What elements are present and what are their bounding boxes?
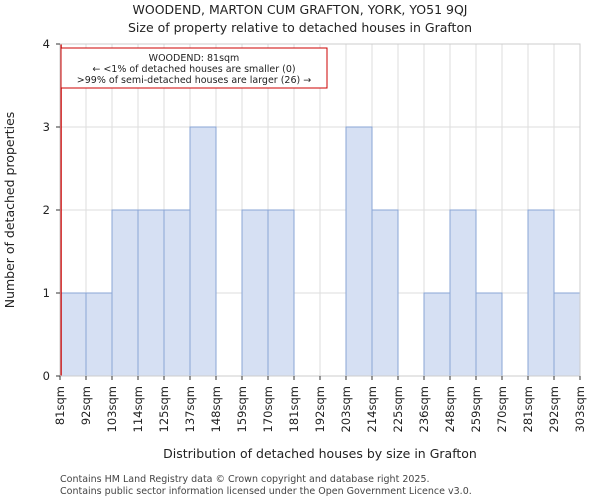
y-axis-label: Number of detached properties	[2, 112, 17, 309]
bar	[345, 126, 373, 377]
x-axis-ticks: 81sqm 92sqm 103sqm 114sqm 125sqm 137sqm 148sqm…	[53, 376, 587, 432]
x-tick-label: 148sqm	[209, 386, 223, 432]
x-tick-label: 181sqm	[287, 386, 301, 432]
bar	[59, 292, 87, 377]
x-tick-label: 248sqm	[443, 386, 457, 432]
x-tick-label: 170sqm	[261, 386, 275, 432]
x-tick-label: 137sqm	[183, 386, 197, 432]
x-tick-label: 225sqm	[391, 386, 405, 432]
y-axis-ticks: 0 1 2 3 4	[43, 37, 60, 383]
chart-title: WOODEND, MARTON CUM GRAFTON, YORK, YO51 …	[133, 2, 468, 17]
x-axis-label: Distribution of detached houses by size …	[163, 446, 477, 461]
x-tick-label: 114sqm	[131, 386, 145, 432]
annotation-box: WOODEND: 81sqm ← <1% of detached houses …	[60, 47, 328, 89]
footer-copyright: Contains HM Land Registry data © Crown c…	[60, 474, 430, 485]
chart-subtitle: Size of property relative to detached ho…	[128, 20, 472, 35]
bar	[475, 292, 503, 377]
bar	[189, 126, 217, 377]
x-tick-label: 125sqm	[157, 386, 171, 432]
x-tick-label: 259sqm	[469, 386, 483, 432]
bar	[553, 292, 581, 377]
y-tick-label: 0	[43, 369, 50, 383]
bar	[423, 292, 451, 377]
bar	[371, 209, 399, 377]
bar	[241, 209, 269, 377]
x-tick-label: 192sqm	[313, 386, 327, 432]
bar	[527, 209, 555, 377]
x-tick-label: 203sqm	[339, 386, 353, 432]
bar	[267, 209, 295, 377]
bar	[449, 209, 477, 377]
y-tick-label: 4	[43, 37, 50, 51]
bar	[137, 209, 165, 377]
y-tick-label: 2	[43, 203, 50, 217]
x-tick-label: 292sqm	[547, 386, 561, 432]
annotation-larger: >99% of semi-detached houses are larger …	[77, 75, 311, 86]
x-tick-label: 214sqm	[365, 386, 379, 432]
bars	[59, 126, 581, 377]
x-tick-label: 81sqm	[53, 386, 67, 425]
x-tick-label: 303sqm	[573, 386, 587, 432]
annotation-title: WOODEND: 81sqm	[149, 53, 240, 64]
x-tick-label: 159sqm	[235, 386, 249, 432]
x-tick-label: 236sqm	[417, 386, 431, 432]
bar	[163, 209, 191, 377]
y-tick-label: 1	[43, 286, 50, 300]
bar	[111, 209, 139, 377]
x-tick-label: 281sqm	[521, 386, 535, 432]
annotation-smaller: ← <1% of detached houses are smaller (0)	[92, 64, 295, 75]
y-tick-label: 3	[43, 120, 50, 134]
x-tick-label: 103sqm	[105, 386, 119, 432]
footer-licence: Contains public sector information licen…	[60, 486, 472, 497]
x-tick-label: 92sqm	[79, 386, 93, 425]
bar	[85, 292, 113, 377]
annotation-frame	[60, 47, 328, 89]
x-tick-label: 270sqm	[495, 386, 509, 432]
